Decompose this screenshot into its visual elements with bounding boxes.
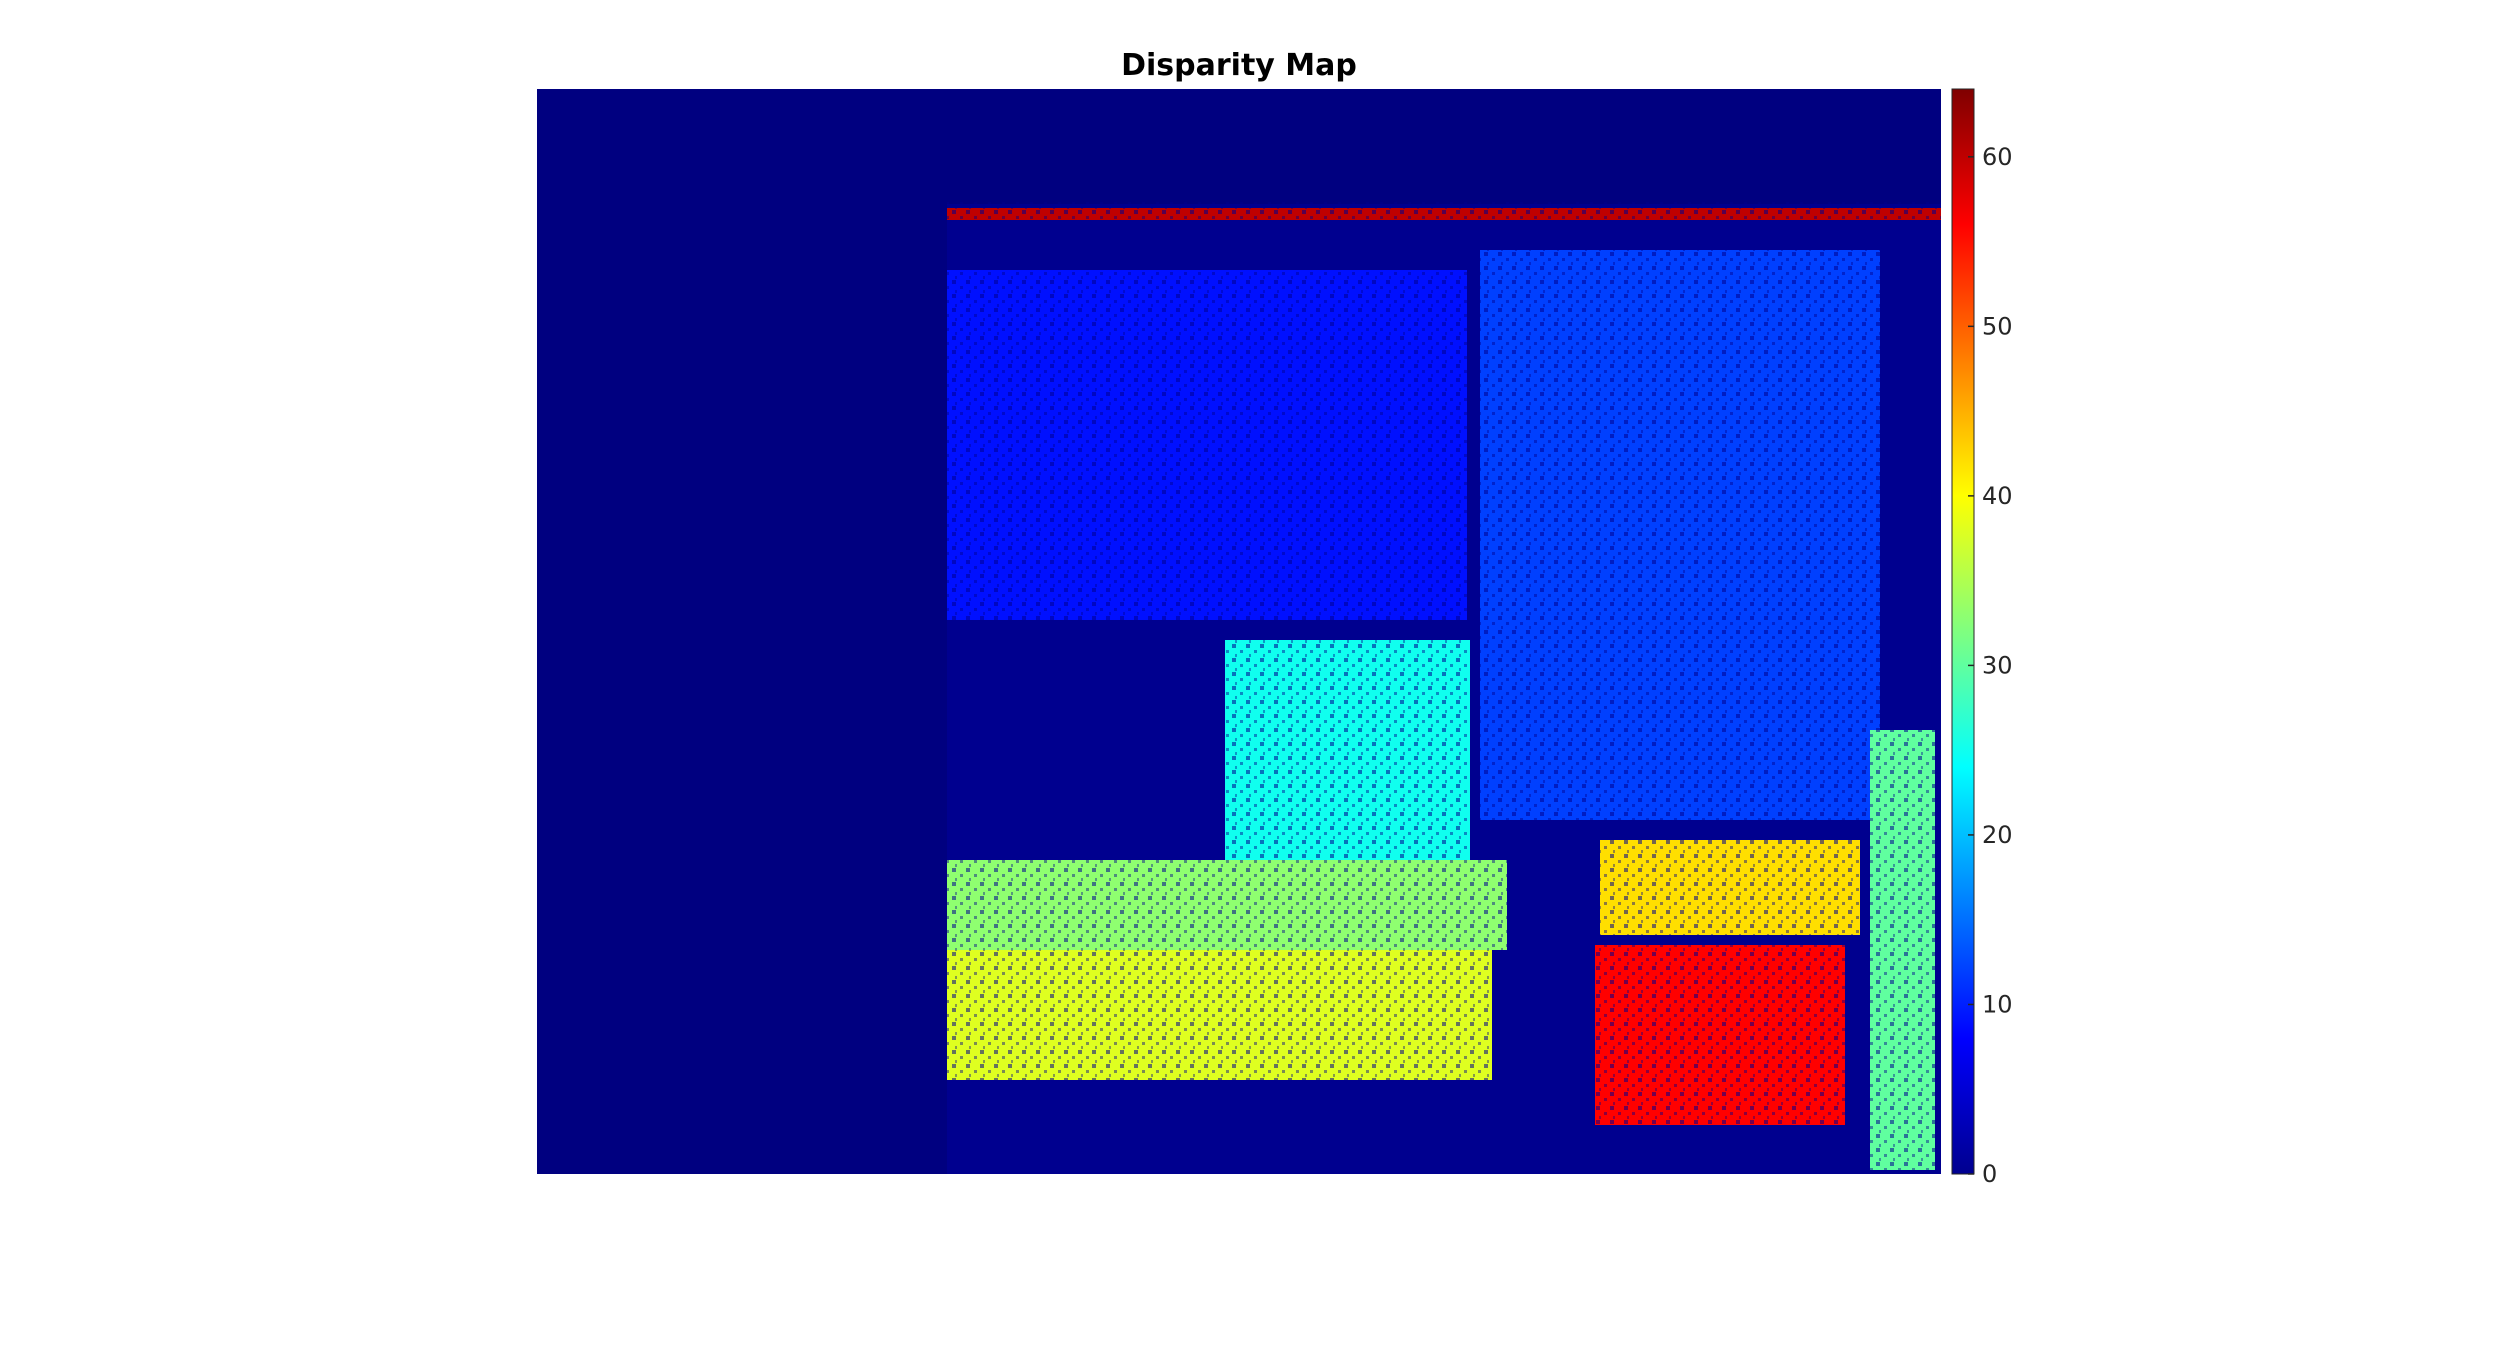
colorbar: 0 10 20 30 40 50 60: [1951, 88, 2013, 1188]
region-left-invalid-band: [537, 89, 947, 1174]
colorbar-tick-label-40: 40: [1982, 482, 2013, 510]
colorbar-tick-label-10: 10: [1982, 990, 2013, 1018]
colorbar-tick-label-50: 50: [1982, 312, 2013, 340]
colorbar-tick-label-20: 20: [1982, 821, 2013, 849]
colorbar-ticks: 0 10 20 30 40 50 60: [1968, 143, 2013, 1188]
colorbar-tick-label-30: 30: [1982, 651, 2013, 679]
chart-title: Disparity Map: [1121, 48, 1357, 83]
disparity-heatmap: [537, 89, 1941, 1174]
colorbar-tick-label-0: 0: [1982, 1160, 1997, 1188]
heatmap-noise-overlay: [947, 200, 1941, 1174]
region-top-invalid-band: [537, 89, 1941, 204]
colorbar-tick-label-60: 60: [1982, 143, 2013, 171]
colorbar-gradient: [1951, 88, 1975, 1175]
